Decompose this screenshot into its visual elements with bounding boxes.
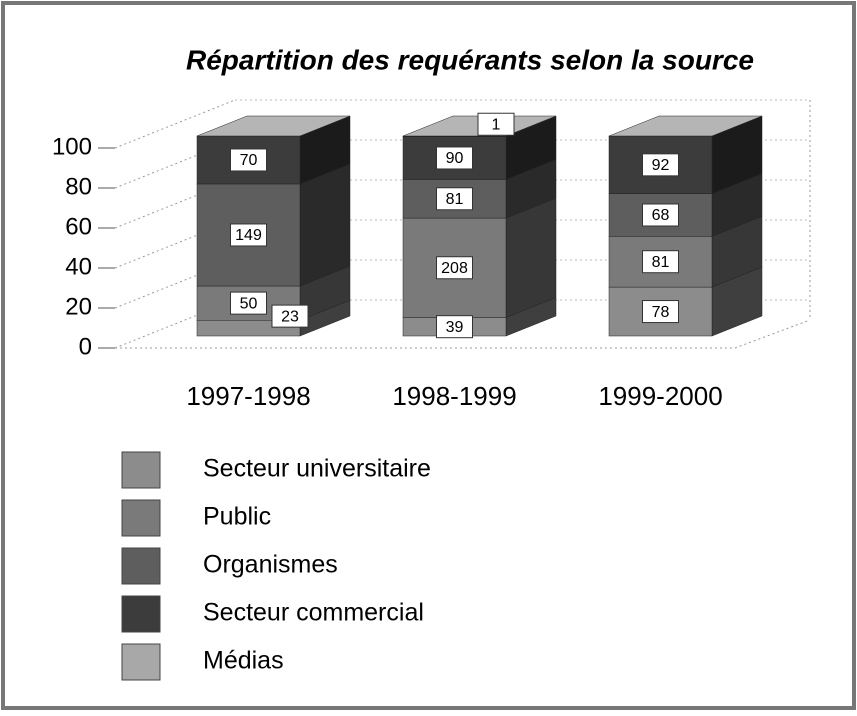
data-label: 70 — [240, 152, 258, 169]
legend-label: Organismes — [203, 551, 338, 579]
legend-label: Secteur commercial — [203, 599, 424, 627]
data-label: 92 — [652, 157, 670, 174]
data-label: 90 — [446, 150, 464, 167]
bar-side — [506, 198, 556, 317]
bar-side — [300, 164, 350, 286]
legend-label: Médias — [203, 647, 284, 675]
legend-label: Public — [203, 503, 271, 531]
legend-swatch — [122, 452, 160, 488]
x-tick-label: 1997-1998 — [186, 381, 310, 411]
chart-title: Répartition des requérants selon la sour… — [186, 44, 754, 75]
data-label: 81 — [652, 254, 670, 271]
y-tick-label: 0 — [79, 333, 92, 360]
y-tick-label: 20 — [65, 293, 92, 320]
data-label: 23 — [281, 308, 299, 325]
data-label: 149 — [235, 227, 262, 244]
data-label: 68 — [652, 207, 670, 224]
data-label: 81 — [446, 191, 464, 208]
y-tick-label: 40 — [65, 253, 92, 280]
data-label: 50 — [240, 295, 258, 312]
data-label: 208 — [441, 260, 468, 277]
y-tick-label: 80 — [65, 173, 92, 200]
legend-label: Secteur universitaire — [203, 455, 431, 483]
data-label: 78 — [652, 304, 670, 321]
legend-swatch — [122, 500, 160, 536]
y-tick-label: 100 — [52, 133, 92, 160]
x-tick-label: 1999-2000 — [598, 381, 722, 411]
y-tick-label: 60 — [65, 213, 92, 240]
data-label: 1 — [492, 116, 501, 133]
x-tick-label: 1998-1999 — [392, 381, 516, 411]
legend-swatch — [122, 644, 160, 680]
data-label: 39 — [446, 319, 464, 336]
legend-swatch — [122, 596, 160, 632]
legend-swatch — [122, 548, 160, 584]
